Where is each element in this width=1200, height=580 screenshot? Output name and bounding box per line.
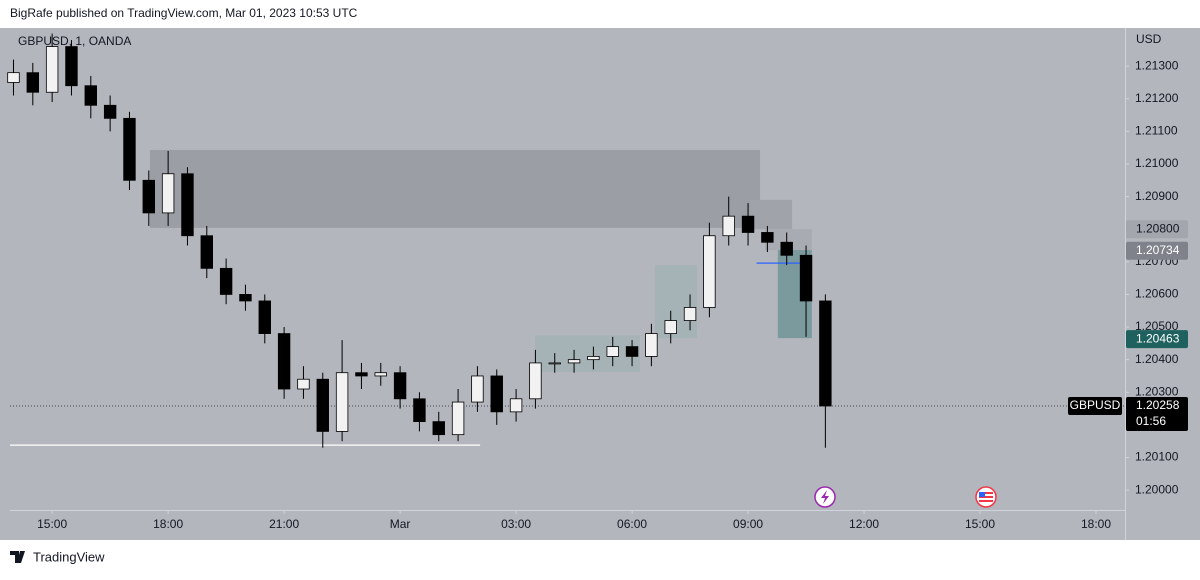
candle-body (799, 254, 813, 302)
candle-body (142, 179, 155, 214)
x-tick-label: 03:00 (501, 517, 531, 531)
candle-body (161, 173, 175, 214)
y-tick-label: 1.20000 (1135, 482, 1179, 496)
last-name: GBPUSD (1070, 398, 1121, 412)
x-tick-label: 18:00 (1081, 517, 1111, 531)
candle-body (374, 372, 387, 377)
candle-body (26, 72, 40, 93)
last-price-box (1126, 396, 1188, 431)
event-icon[interactable] (814, 486, 836, 508)
x-tick-label: 09:00 (733, 517, 763, 531)
price-label: 1.20463 (1136, 331, 1180, 345)
candle-body (103, 104, 117, 119)
zone (149, 149, 761, 228)
price-label-box (1126, 330, 1188, 349)
zone (535, 335, 640, 373)
candle-body (606, 346, 619, 357)
candle-body (413, 398, 426, 423)
x-tick-label: 15:00 (37, 517, 67, 531)
y-tick-label: 1.20400 (1135, 352, 1179, 366)
candle-body (548, 362, 561, 365)
candle-body (181, 173, 194, 237)
candle-body (239, 294, 252, 302)
candle-body (819, 300, 832, 407)
candle-body (297, 378, 310, 390)
candle-body (84, 85, 98, 106)
tradingview-logo (10, 551, 25, 563)
candle-body (683, 307, 697, 321)
candle-body (7, 72, 20, 83)
candle-body (741, 215, 755, 233)
plot (7, 33, 1125, 448)
y-tick-label: 1.21300 (1135, 58, 1179, 72)
candle-body (45, 46, 59, 93)
candle-body (722, 215, 735, 237)
footer-brand: TradingView (33, 549, 105, 564)
candle-body (471, 375, 484, 403)
candle-body (509, 398, 523, 413)
us-flag-icon[interactable] (975, 486, 997, 508)
chart-background (0, 28, 1200, 540)
x-tick-label: 18:00 (153, 517, 183, 531)
candle-body (529, 362, 542, 400)
candle-body (258, 300, 271, 334)
countdown: 01:56 (1136, 414, 1166, 428)
candle-body (645, 333, 658, 357)
price-label-box (1126, 220, 1188, 239)
candle-body (625, 346, 639, 357)
candle-body (65, 46, 78, 87)
price-label: 1.20800 (1136, 221, 1180, 235)
y-tick-label: 1.20900 (1135, 189, 1179, 203)
candle-body (316, 378, 329, 432)
x-tick-label: 15:00 (965, 517, 995, 531)
x-tick-label: 06:00 (617, 517, 647, 531)
x-tick-label: Mar (390, 517, 411, 531)
candle-body (587, 355, 600, 361)
y-tick-label: 1.20100 (1135, 450, 1179, 464)
candle-body (567, 359, 581, 364)
publish-header: BigRafe published on TradingView.com, Ma… (10, 6, 358, 20)
zone (765, 229, 812, 251)
y-tick-label: 1.21200 (1135, 91, 1179, 105)
price-label-box (1126, 241, 1188, 260)
last-price-label: 1.20258 (1136, 398, 1180, 412)
y-tick-label: 1.20600 (1135, 287, 1179, 301)
candle-body (664, 320, 677, 334)
candle-body (432, 421, 445, 436)
zone (749, 199, 793, 230)
candle-body (393, 372, 407, 400)
y-tick-label: 1.21100 (1135, 124, 1178, 138)
candle-body (277, 333, 291, 390)
candle-body (490, 375, 503, 413)
candle-body (355, 372, 368, 377)
candle-body (451, 401, 465, 436)
price-label: 1.20734 (1136, 243, 1180, 257)
x-tick-label: 12:00 (849, 517, 879, 531)
symbol-title: GBPUSD, 1, OANDA (18, 34, 131, 48)
y-tick-label: 1.20300 (1135, 384, 1179, 398)
x-tick-label: 21:00 (269, 517, 299, 531)
candle-body (780, 241, 793, 256)
candle-body (219, 267, 233, 295)
y-tick-label: 1.21000 (1135, 156, 1179, 170)
currency: USD (1136, 32, 1162, 46)
candle-body (761, 232, 774, 243)
candle-body (335, 372, 349, 432)
y-tick-label: 1.20500 (1135, 319, 1179, 333)
candle-body (703, 235, 716, 308)
candle-body (123, 117, 136, 181)
candle-body (200, 235, 213, 269)
last-name-box (1068, 396, 1122, 415)
